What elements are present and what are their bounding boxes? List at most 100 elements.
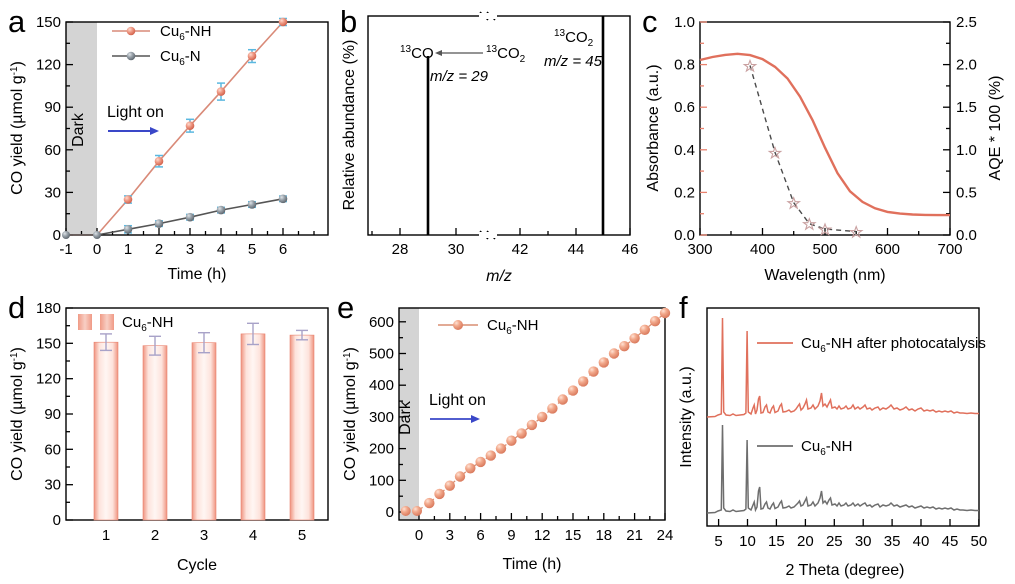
x-axis-ticks bbox=[717, 519, 980, 526]
panel-e-label: e bbox=[337, 290, 355, 325]
svg-text:300: 300 bbox=[369, 409, 394, 426]
svg-text:42: 42 bbox=[512, 241, 529, 258]
panel-d-xlabel: Cycle bbox=[177, 557, 217, 574]
svg-text:21: 21 bbox=[626, 527, 643, 544]
svg-text:9: 9 bbox=[507, 527, 515, 544]
svg-text:1: 1 bbox=[124, 241, 132, 258]
svg-text:50: 50 bbox=[971, 533, 988, 550]
panel-f-legend-pristine: Cu6-NH bbox=[757, 438, 852, 458]
svg-text:300: 300 bbox=[687, 241, 712, 258]
legend-label-cu6nh: Cu6-NH bbox=[122, 314, 173, 334]
bar-cycle-3 bbox=[191, 342, 217, 521]
svg-text:35: 35 bbox=[884, 533, 901, 550]
panel-c-xlabel: Wavelength (nm) bbox=[764, 267, 885, 284]
svg-text:1.0: 1.0 bbox=[956, 142, 977, 159]
svg-text:60: 60 bbox=[44, 441, 61, 458]
panel-b: b 28 30 42 44 46 m/z Relative bbox=[338, 0, 638, 292]
legend-label-cu6nh: Cu6-NH bbox=[487, 317, 538, 337]
svg-text:90: 90 bbox=[44, 406, 61, 423]
panel-d-legend: Cu6-NH bbox=[78, 314, 173, 334]
svg-text:0.6: 0.6 bbox=[674, 99, 695, 116]
panel-b-chart: 28 30 42 44 46 m/z Relative abundance (%) 1… bbox=[341, 11, 639, 285]
x-axis-labels: 5 10 15 20 25 30 35 40 45 50 bbox=[714, 533, 987, 550]
svg-text:120: 120 bbox=[36, 371, 61, 388]
svg-text:1.0: 1.0 bbox=[674, 14, 695, 31]
svg-text:1: 1 bbox=[102, 527, 110, 544]
legend-label-after: Cu6-NH after photocatalysis bbox=[801, 335, 986, 355]
bar-error-bars bbox=[100, 322, 308, 356]
legend-label-pristine: Cu6-NH bbox=[801, 438, 852, 458]
x-axis-labels: 300 400 500 600 700 bbox=[687, 241, 962, 258]
svg-text:15: 15 bbox=[565, 527, 582, 544]
svg-text:0: 0 bbox=[415, 527, 423, 544]
panel-a-label: a bbox=[8, 4, 26, 39]
svg-text:3: 3 bbox=[200, 527, 208, 544]
panel-c-label: c bbox=[642, 4, 658, 39]
y-axis-labels: 0 30 60 90 120 150 180 bbox=[36, 300, 61, 529]
annotation-mz45: m/z = 45 bbox=[544, 53, 603, 70]
panel-c-ylabel-right: AQE * 100 (%) bbox=[987, 76, 1004, 181]
svg-text:600: 600 bbox=[875, 241, 900, 258]
panel-a: a 0 30 bbox=[0, 0, 340, 292]
svg-text:6: 6 bbox=[279, 241, 287, 258]
svg-text:0.8: 0.8 bbox=[674, 57, 695, 74]
panel-c-ylabel-left: Absorbance (a.u.) bbox=[645, 64, 662, 191]
annotation-mz29: m/z = 29 bbox=[430, 68, 489, 85]
svg-text:100: 100 bbox=[369, 472, 394, 489]
panel-e-ylabel: CO yield (µmol g-1) bbox=[342, 347, 359, 481]
annotation-13co2-right: 13CO2 bbox=[554, 28, 594, 49]
svg-text:30: 30 bbox=[448, 241, 465, 258]
x-axis-labels: 0 3 6 9 12 15 18 21 24 bbox=[415, 527, 674, 544]
series-line-cu6nh bbox=[66, 21, 284, 236]
xrd-trace-after bbox=[706, 317, 979, 418]
x-axis-ticks bbox=[65, 228, 315, 235]
svg-text:40: 40 bbox=[913, 533, 930, 550]
svg-text:30: 30 bbox=[855, 533, 872, 550]
aqe-markers bbox=[742, 58, 864, 239]
svg-text:44: 44 bbox=[568, 241, 585, 258]
left-y-labels: 0.0 0.2 0.4 0.6 0.8 1.0 bbox=[674, 14, 695, 244]
conversion-arrow bbox=[435, 50, 483, 56]
svg-text:24: 24 bbox=[657, 527, 674, 544]
svg-text:600: 600 bbox=[369, 314, 394, 331]
svg-text:150: 150 bbox=[36, 14, 61, 31]
svg-text:500: 500 bbox=[812, 241, 837, 258]
y-axis-labels: 0 30 60 90 120 150 bbox=[36, 14, 61, 244]
panel-f-ylabel: Intensity (a.u.) bbox=[678, 366, 695, 467]
svg-text:12: 12 bbox=[534, 527, 551, 544]
y-axis-ticks bbox=[66, 307, 73, 521]
panel-b-xlabel: m/z bbox=[486, 268, 512, 285]
panel-f: f 5 10 15 20 25 30 35 40 45 50 2 Theta (degree… bbox=[675, 288, 1015, 584]
legend-swatch-right bbox=[100, 314, 114, 330]
panel-e-legend: Cu6-NH bbox=[438, 317, 538, 337]
panel-f-chart: 5 10 15 20 25 30 35 40 45 50 2 Theta (degree) … bbox=[678, 307, 987, 579]
panel-d: d bbox=[0, 288, 340, 584]
plot-frame bbox=[398, 307, 666, 521]
bar-cycle-5 bbox=[289, 334, 315, 521]
svg-text:0: 0 bbox=[93, 241, 101, 258]
svg-text:0.2: 0.2 bbox=[674, 184, 695, 201]
svg-text:45: 45 bbox=[942, 533, 959, 550]
svg-text:-1: -1 bbox=[59, 241, 72, 258]
svg-text:2.5: 2.5 bbox=[956, 14, 977, 31]
bar-cycle-1 bbox=[93, 341, 119, 521]
svg-text:0: 0 bbox=[386, 504, 394, 521]
svg-text:0.5: 0.5 bbox=[956, 184, 977, 201]
x-axis-ticks bbox=[371, 228, 631, 235]
svg-text:5: 5 bbox=[248, 241, 256, 258]
svg-text:4: 4 bbox=[249, 527, 257, 544]
legend-item-cu6nh: Cu6-NH bbox=[160, 23, 211, 43]
svg-text:0.0: 0.0 bbox=[956, 227, 977, 244]
panel-d-label: d bbox=[8, 290, 26, 325]
svg-text:180: 180 bbox=[36, 300, 61, 317]
svg-text:46: 46 bbox=[622, 241, 639, 258]
svg-text:2: 2 bbox=[151, 527, 159, 544]
panel-f-xlabel: 2 Theta (degree) bbox=[786, 562, 905, 579]
series-line-cu6n bbox=[66, 198, 284, 236]
right-y-ticks bbox=[943, 21, 950, 236]
svg-text:2: 2 bbox=[155, 241, 163, 258]
light-on-arrow bbox=[430, 415, 480, 423]
panel-e-chart: 0 100 200 300 400 500 600 0 3 6 9 12 15 18 21 24 bbox=[342, 307, 674, 573]
